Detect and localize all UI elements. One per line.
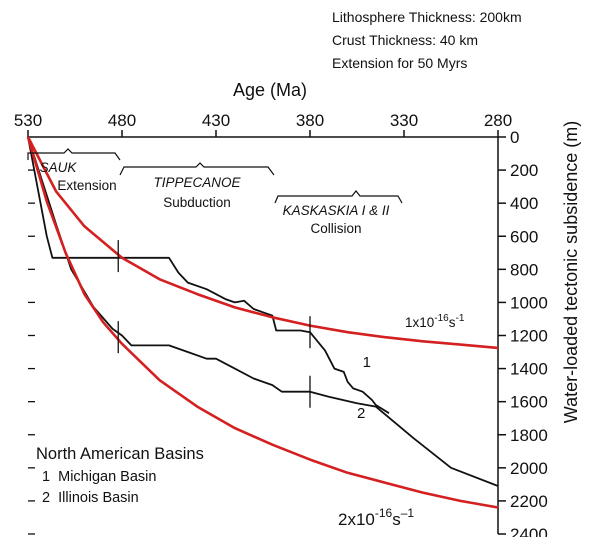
y-tick-label-0: 0: [510, 128, 519, 147]
annotation-tippecanoe-name: TIPPECANOE: [153, 175, 241, 190]
bracket-kaskaskia: [274, 190, 403, 204]
note-lithosphere: Lithosphere Thickness: 200km: [332, 9, 522, 25]
annotation-sauk-desc: Extension: [57, 178, 116, 193]
rate-label-1: 1x10-16s-1: [405, 313, 465, 330]
series-line-0: [27, 136, 390, 414]
note-extension: Extension for 50 Myrs: [332, 55, 467, 71]
y-tick-label-1400: 1400: [510, 360, 548, 379]
y-tick-label-2400: 2400: [510, 525, 548, 537]
x-tick-label-280: 280: [484, 111, 512, 130]
note-crust: Crust Thickness: 40 km: [332, 32, 478, 48]
marker-layer: 12: [117, 240, 371, 422]
y-tick-label-400: 400: [510, 194, 538, 213]
legend-item-illinois: 2 Illinois Basin: [42, 490, 139, 506]
x-tick-label-530: 530: [14, 111, 42, 130]
bracket-sauk: [27, 148, 121, 161]
bracket-tippecanoe: [119, 162, 275, 176]
y-tick-label-1000: 1000: [510, 293, 548, 312]
x-tick-label-380: 380: [296, 111, 324, 130]
series-line-1: [27, 136, 499, 487]
y-tick-label-2200: 2200: [510, 492, 548, 511]
x-tick-label-480: 480: [108, 111, 136, 130]
rate-label-2: 2x10-16s–1: [338, 506, 414, 529]
legend-title: North American Basins: [36, 445, 204, 463]
y-tick-label-1200: 1200: [510, 327, 548, 346]
y-tick-label-1800: 1800: [510, 426, 548, 445]
y-tick-label-1600: 1600: [510, 393, 548, 412]
series-line-2: [26, 136, 499, 350]
y-tick-label-800: 800: [510, 260, 538, 279]
annotation-tippecanoe-desc: Subduction: [163, 195, 231, 210]
series-number-label-1: 1: [363, 354, 371, 371]
x-axis-title: Age (Ma): [233, 80, 307, 100]
y-tick-label-200: 200: [510, 161, 538, 180]
x-tick-label-430: 430: [202, 111, 230, 130]
annotation-sauk-name: SAUK: [40, 160, 78, 175]
y-tick-label-600: 600: [510, 227, 538, 246]
y-tick-label-2000: 2000: [510, 459, 548, 478]
annotation-kaskaskia-name: KASKASKIA I & II: [283, 203, 390, 218]
annotation-kaskaskia-desc: Collision: [310, 221, 361, 236]
series-layer: [26, 136, 499, 509]
series-line-3: [26, 136, 499, 509]
y-ticks: 0 200 400 600 800 1000 1200 1400 1600 1800 2000 220…: [28, 128, 548, 537]
legend-item-michigan: 1 Michigan Basin: [42, 469, 156, 485]
x-tick-label-330: 330: [390, 111, 418, 130]
x-ticks: 530 480 430 380 330 280: [14, 111, 512, 137]
series-number-label-2: 2: [357, 405, 365, 422]
y-axis-title: Water-loaded tectonic subsidence (m): [561, 121, 581, 423]
